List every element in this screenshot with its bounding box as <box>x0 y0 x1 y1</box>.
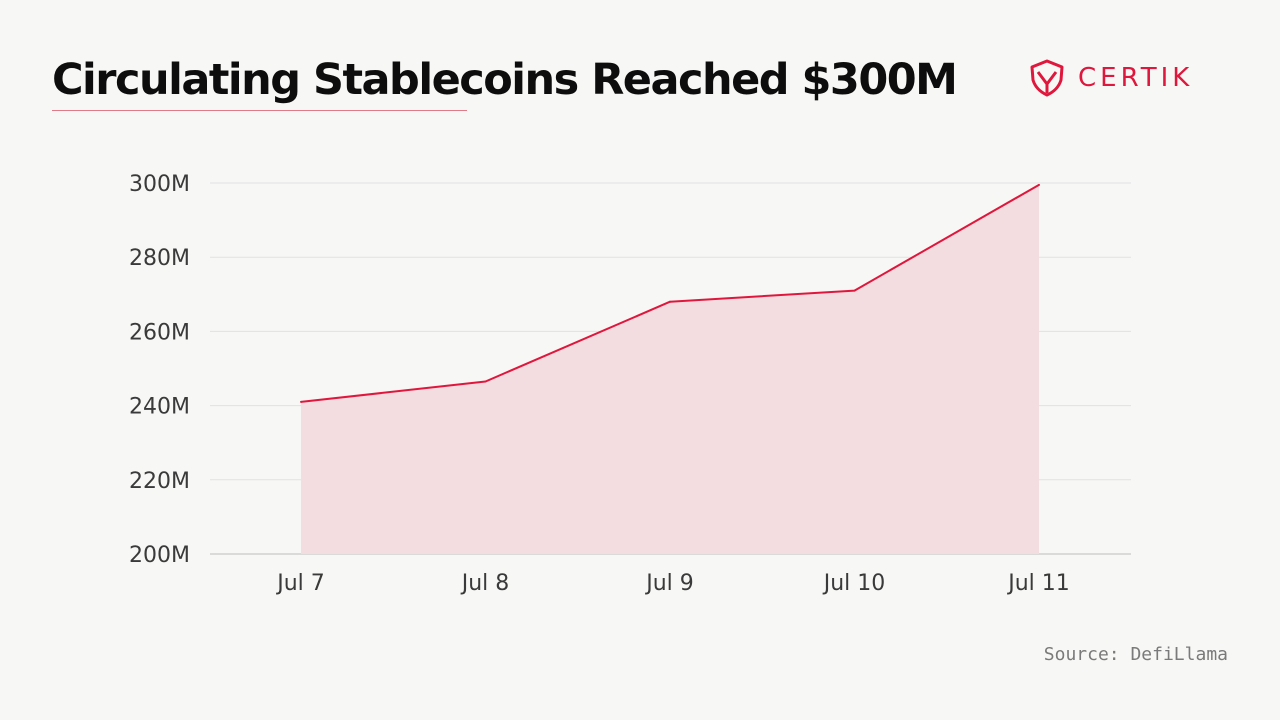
certik-shield-icon <box>1030 59 1064 97</box>
chart-title: Circulating Stablecoins Reached $300M <box>52 55 958 105</box>
data-point <box>300 400 302 403</box>
data-point <box>853 289 856 292</box>
y-tick-label: 260M <box>129 320 190 345</box>
data-point <box>484 380 487 383</box>
x-tick-label: Jul 11 <box>1006 571 1070 596</box>
y-tick-label: 240M <box>129 395 190 420</box>
data-point <box>1038 183 1040 186</box>
source-caption: Source: DefiLlama <box>1043 644 1228 665</box>
y-tick-label: 220M <box>129 469 190 494</box>
y-tick-label: 300M <box>129 172 190 197</box>
x-tick-label: Jul 10 <box>822 571 886 596</box>
x-tick-label: Jul 8 <box>460 571 510 596</box>
brand-logo: CERTIK <box>1028 56 1193 100</box>
y-tick-label: 200M <box>129 543 190 568</box>
area-fill <box>301 184 1039 555</box>
x-tick-label: Jul 9 <box>644 571 694 596</box>
x-tick-label: Jul 7 <box>275 571 325 596</box>
brand-name: CERTIK <box>1078 63 1194 93</box>
title-underline <box>52 110 467 111</box>
y-tick-label: 280M <box>129 246 190 271</box>
data-point <box>669 300 671 303</box>
